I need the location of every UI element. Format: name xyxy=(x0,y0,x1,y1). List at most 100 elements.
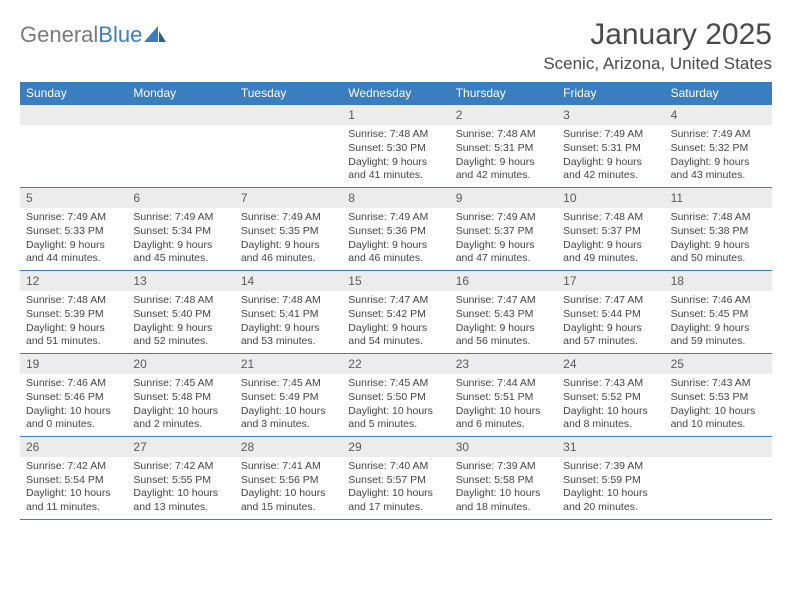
day-number: 13 xyxy=(127,271,234,291)
sunset-line: Sunset: 5:36 PM xyxy=(348,225,443,239)
day-of-week-cell: Tuesday xyxy=(235,82,342,105)
daylight-line: Daylight: 9 hours and 57 minutes. xyxy=(563,322,658,349)
day-body: Sunrise: 7:48 AMSunset: 5:37 PMDaylight:… xyxy=(557,208,664,270)
day-cell: 11Sunrise: 7:48 AMSunset: 5:38 PMDayligh… xyxy=(665,188,772,270)
daylight-line: Daylight: 10 hours and 3 minutes. xyxy=(241,405,336,432)
day-number: 9 xyxy=(450,188,557,208)
empty-day-number xyxy=(665,437,772,457)
daylight-line: Daylight: 9 hours and 50 minutes. xyxy=(671,239,766,266)
sunset-line: Sunset: 5:57 PM xyxy=(348,474,443,488)
calendar: SundayMondayTuesdayWednesdayThursdayFrid… xyxy=(20,82,772,520)
daylight-line: Daylight: 9 hours and 59 minutes. xyxy=(671,322,766,349)
sunrise-line: Sunrise: 7:39 AM xyxy=(456,460,551,474)
sunrise-line: Sunrise: 7:45 AM xyxy=(348,377,443,391)
day-body: Sunrise: 7:49 AMSunset: 5:34 PMDaylight:… xyxy=(127,208,234,270)
day-number: 26 xyxy=(20,437,127,457)
sunset-line: Sunset: 5:33 PM xyxy=(26,225,121,239)
week-row: 1Sunrise: 7:48 AMSunset: 5:30 PMDaylight… xyxy=(20,105,772,188)
daylight-line: Daylight: 10 hours and 17 minutes. xyxy=(348,487,443,514)
day-body: Sunrise: 7:42 AMSunset: 5:55 PMDaylight:… xyxy=(127,457,234,519)
day-cell xyxy=(665,437,772,519)
location: Scenic, Arizona, United States xyxy=(543,54,772,74)
day-body: Sunrise: 7:45 AMSunset: 5:48 PMDaylight:… xyxy=(127,374,234,436)
day-number: 1 xyxy=(342,105,449,125)
day-cell: 1Sunrise: 7:48 AMSunset: 5:30 PMDaylight… xyxy=(342,105,449,187)
daylight-line: Daylight: 9 hours and 54 minutes. xyxy=(348,322,443,349)
day-cell: 4Sunrise: 7:49 AMSunset: 5:32 PMDaylight… xyxy=(665,105,772,187)
header: GeneralBlue January 2025 Scenic, Arizona… xyxy=(20,18,772,74)
day-body: Sunrise: 7:47 AMSunset: 5:43 PMDaylight:… xyxy=(450,291,557,353)
daylight-line: Daylight: 9 hours and 44 minutes. xyxy=(26,239,121,266)
sunrise-line: Sunrise: 7:39 AM xyxy=(563,460,658,474)
daylight-line: Daylight: 10 hours and 8 minutes. xyxy=(563,405,658,432)
daylight-line: Daylight: 10 hours and 0 minutes. xyxy=(26,405,121,432)
logo-text-b: Blue xyxy=(98,24,142,46)
sunset-line: Sunset: 5:30 PM xyxy=(348,142,443,156)
day-number: 22 xyxy=(342,354,449,374)
empty-day-body xyxy=(20,125,127,132)
sunrise-line: Sunrise: 7:48 AM xyxy=(563,211,658,225)
daylight-line: Daylight: 10 hours and 13 minutes. xyxy=(133,487,228,514)
day-body: Sunrise: 7:49 AMSunset: 5:36 PMDaylight:… xyxy=(342,208,449,270)
daylight-line: Daylight: 9 hours and 41 minutes. xyxy=(348,156,443,183)
sunset-line: Sunset: 5:59 PM xyxy=(563,474,658,488)
sunset-line: Sunset: 5:52 PM xyxy=(563,391,658,405)
daylight-line: Daylight: 9 hours and 53 minutes. xyxy=(241,322,336,349)
day-cell: 24 Sunrise: 7:43 AMSunset: 5:52 PMDayligh… xyxy=(557,354,664,436)
day-cell: 18Sunrise: 7:46 AMSunset: 5:45 PMDayligh… xyxy=(665,271,772,353)
day-number: 12 xyxy=(20,271,127,291)
day-cell: 9Sunrise: 7:49 AMSunset: 5:37 PMDaylight… xyxy=(450,188,557,270)
day-of-week-cell: Thursday xyxy=(450,82,557,105)
day-cell: 17Sunrise: 7:47 AMSunset: 5:44 PMDayligh… xyxy=(557,271,664,353)
day-body: Sunrise: 7:47 AMSunset: 5:42 PMDaylight:… xyxy=(342,291,449,353)
daylight-line: Daylight: 9 hours and 42 minutes. xyxy=(456,156,551,183)
day-number: 23 xyxy=(450,354,557,374)
daylight-line: Daylight: 9 hours and 46 minutes. xyxy=(241,239,336,266)
sunrise-line: Sunrise: 7:43 AM xyxy=(671,377,766,391)
day-cell: 13Sunrise: 7:48 AMSunset: 5:40 PMDayligh… xyxy=(127,271,234,353)
daylight-line: Daylight: 9 hours and 45 minutes. xyxy=(133,239,228,266)
logo: GeneralBlue xyxy=(20,18,168,46)
sunset-line: Sunset: 5:31 PM xyxy=(563,142,658,156)
sunrise-line: Sunrise: 7:43 AM xyxy=(563,377,658,391)
day-cell: 2Sunrise: 7:48 AMSunset: 5:31 PMDaylight… xyxy=(450,105,557,187)
daylight-line: Daylight: 9 hours and 46 minutes. xyxy=(348,239,443,266)
empty-day-number xyxy=(235,105,342,125)
day-cell xyxy=(20,105,127,187)
day-number: 6 xyxy=(127,188,234,208)
day-cell: 6Sunrise: 7:49 AMSunset: 5:34 PMDaylight… xyxy=(127,188,234,270)
day-body: Sunrise: 7:45 AMSunset: 5:50 PMDaylight:… xyxy=(342,374,449,436)
daylight-line: Daylight: 10 hours and 10 minutes. xyxy=(671,405,766,432)
day-body: Sunrise: 7:39 AMSunset: 5:58 PMDaylight:… xyxy=(450,457,557,519)
day-cell: 23Sunrise: 7:44 AMSunset: 5:51 PMDayligh… xyxy=(450,354,557,436)
day-cell: 8Sunrise: 7:49 AMSunset: 5:36 PMDaylight… xyxy=(342,188,449,270)
sunset-line: Sunset: 5:35 PM xyxy=(241,225,336,239)
day-number: 14 xyxy=(235,271,342,291)
day-number: 15 xyxy=(342,271,449,291)
sunset-line: Sunset: 5:58 PM xyxy=(456,474,551,488)
daylight-line: Daylight: 9 hours and 43 minutes. xyxy=(671,156,766,183)
calendar-page: GeneralBlue January 2025 Scenic, Arizona… xyxy=(0,0,792,540)
day-cell: 22Sunrise: 7:45 AMSunset: 5:50 PMDayligh… xyxy=(342,354,449,436)
sunrise-line: Sunrise: 7:48 AM xyxy=(133,294,228,308)
day-cell: 3Sunrise: 7:49 AMSunset: 5:31 PMDaylight… xyxy=(557,105,664,187)
logo-sail-icon xyxy=(144,26,168,44)
day-body: Sunrise: 7:49 AMSunset: 5:37 PMDaylight:… xyxy=(450,208,557,270)
sunset-line: Sunset: 5:42 PM xyxy=(348,308,443,322)
day-cell: 7Sunrise: 7:49 AMSunset: 5:35 PMDaylight… xyxy=(235,188,342,270)
day-number: 20 xyxy=(127,354,234,374)
sunset-line: Sunset: 5:56 PM xyxy=(241,474,336,488)
day-number: 24 xyxy=(557,354,664,374)
sunrise-line: Sunrise: 7:42 AM xyxy=(26,460,121,474)
empty-day-body xyxy=(235,125,342,132)
day-number: 25 xyxy=(665,354,772,374)
weeks-container: 1Sunrise: 7:48 AMSunset: 5:30 PMDaylight… xyxy=(20,105,772,520)
sunset-line: Sunset: 5:49 PM xyxy=(241,391,336,405)
daylight-line: Daylight: 10 hours and 11 minutes. xyxy=(26,487,121,514)
day-number: 17 xyxy=(557,271,664,291)
week-row: 19Sunrise: 7:46 AMSunset: 5:46 PMDayligh… xyxy=(20,354,772,437)
day-body: Sunrise: 7:49 AMSunset: 5:32 PMDaylight:… xyxy=(665,125,772,187)
day-number: 8 xyxy=(342,188,449,208)
day-body: Sunrise: 7:48 AMSunset: 5:41 PMDaylight:… xyxy=(235,291,342,353)
day-body: Sunrise: 7:48 AMSunset: 5:40 PMDaylight:… xyxy=(127,291,234,353)
